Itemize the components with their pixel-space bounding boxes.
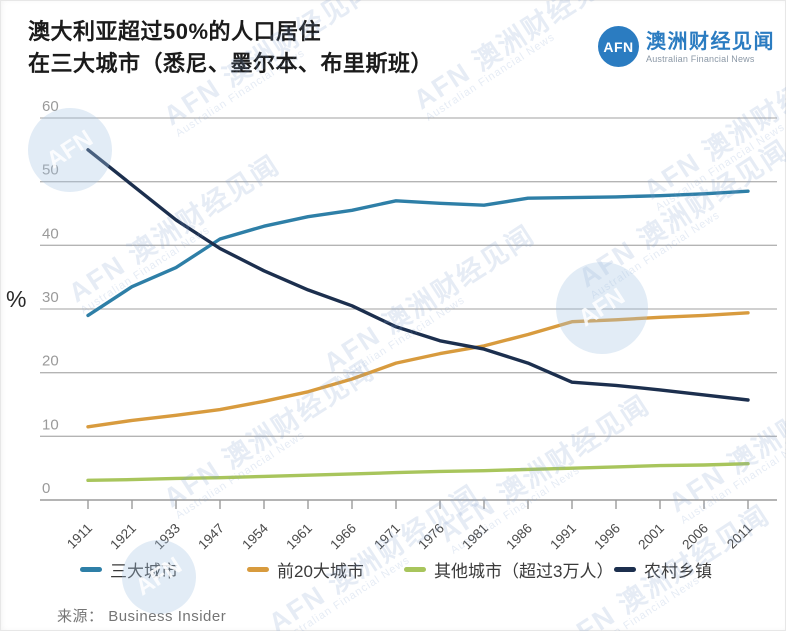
- x-tick-label-2001: 2001: [635, 521, 667, 553]
- y-tick-label-50: 50: [42, 162, 59, 179]
- x-tick-label-1976: 1976: [415, 521, 447, 553]
- afn-logo-name-cn: 澳洲财经见闻: [646, 30, 775, 53]
- x-tick-label-1961: 1961: [283, 521, 315, 553]
- x-tick-label-1966: 1966: [327, 521, 359, 553]
- y-tick-label-30: 30: [42, 289, 59, 306]
- x-tick-label-1981: 1981: [459, 521, 491, 553]
- afn-logo-icon: AFN: [598, 26, 639, 67]
- series-line-3: [86, 148, 750, 402]
- y-axis-unit-label: %: [6, 286, 27, 312]
- legend-label: 农村乡镇: [644, 562, 712, 581]
- legend-swatch-icon: [404, 567, 426, 572]
- chart-title: 澳大利亚超过50%的人口居住 在三大城市（悉尼、墨尔本、布里斯班）: [28, 16, 433, 80]
- y-tick-label-0: 0: [42, 480, 50, 497]
- afn-logo-name-en: Australian Financial News: [646, 53, 755, 64]
- series-line-0: [86, 189, 750, 318]
- x-tick-label-1991: 1991: [547, 521, 579, 553]
- series-line-2: [86, 462, 750, 482]
- afn-logo: AFN 澳洲财经见闻 Australian Financial News: [598, 26, 775, 67]
- legend-swatch-icon: [80, 567, 102, 572]
- x-tick-label-1996: 1996: [591, 521, 623, 553]
- chart-title-line2: 在三大城市（悉尼、墨尔本、布里斯班）: [28, 51, 434, 76]
- y-tick-label-40: 40: [42, 225, 59, 242]
- legend-label: 其他城市（超过3万人）: [434, 562, 614, 581]
- legend-swatch-icon: [614, 567, 636, 572]
- y-tick-label-10: 10: [42, 416, 59, 433]
- x-tick-label-1921: 1921: [107, 521, 139, 553]
- chart-title-line1: 澳大利亚超过50%的人口居住: [28, 19, 322, 44]
- legend-item-3: 农村乡镇: [614, 557, 712, 582]
- legend-item-1: 前20大城市: [247, 557, 364, 582]
- legend-item-0: 三大城市: [80, 557, 178, 582]
- legend-label: 三大城市: [110, 562, 178, 581]
- x-tick-label-1911: 1911: [64, 521, 95, 552]
- y-tick-label-60: 60: [42, 98, 59, 115]
- legend-item-2: 其他城市（超过3万人）: [404, 557, 613, 582]
- legend-swatch-icon: [247, 567, 269, 572]
- source-label: 来源：: [57, 608, 104, 625]
- x-tick-label-1986: 1986: [503, 521, 535, 553]
- chart-legend: 三大城市 前20大城市 其他城市（超过3万人） 农村乡镇: [0, 557, 786, 581]
- y-tick-label-20: 20: [42, 353, 59, 370]
- x-tick-label-1954: 1954: [239, 520, 271, 552]
- x-tick-label-1947: 1947: [195, 521, 227, 553]
- x-tick-label-1971: 1971: [371, 521, 403, 553]
- x-tick-label-1933: 1933: [151, 521, 183, 553]
- x-tick-label-2006: 2006: [679, 521, 711, 553]
- source-note: 来源： Business Insider: [57, 605, 226, 626]
- x-tick-label-2011: 2011: [724, 521, 755, 552]
- series-line-1: [86, 311, 750, 429]
- legend-label: 前20大城市: [277, 562, 364, 581]
- source-value: Business Insider: [108, 608, 227, 625]
